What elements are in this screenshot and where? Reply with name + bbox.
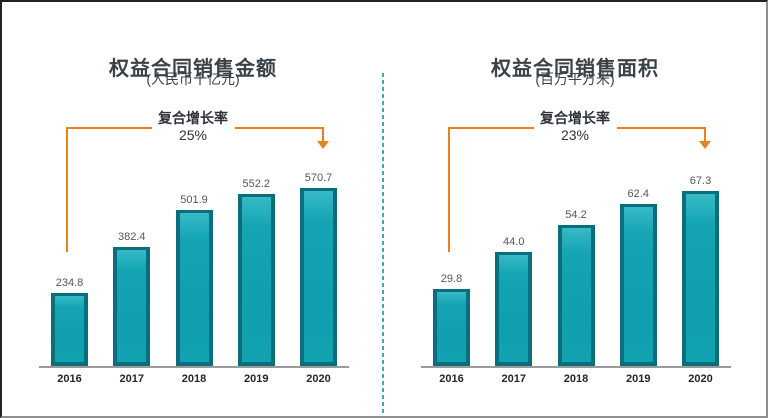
cagr-arrow-left-segment [66, 127, 152, 252]
x-axis-tick-label: 2016 [439, 373, 464, 385]
cagr-label: 复合增长率 [540, 110, 610, 126]
bar-face [241, 197, 271, 362]
bar-2019: 62.4 [619, 188, 657, 366]
cagr-annotation: 复合增长率 25% [2, 110, 384, 144]
bar-face [623, 207, 653, 362]
x-axis-labels: 2016 2017 2018 2019 2020 [39, 373, 349, 385]
cagr-value: 25% [178, 127, 208, 143]
bar-2018: 54.2 [557, 209, 595, 366]
dashed-divider [382, 73, 384, 416]
cagr-arrow-right-segment [617, 127, 706, 143]
arrow-down-icon [699, 141, 711, 149]
chart-subtitle-unit: (人民币十亿元) [146, 71, 240, 87]
bar-value-label: 382.4 [117, 231, 146, 243]
chart-title: 权益合同销售金额 [109, 57, 277, 80]
cagr-annotation: 复合增长率 23% [384, 110, 766, 144]
bar-value-label: 501.9 [180, 194, 208, 206]
x-axis-line [39, 366, 349, 368]
x-axis-tick-label: 2019 [626, 373, 651, 385]
cagr-value: 23% [560, 127, 590, 143]
bar-value-label: 29.8 [440, 273, 463, 285]
x-axis-labels: 2016 2017 2018 2019 2020 [421, 373, 731, 385]
bar-value-label: 234.8 [55, 277, 84, 289]
bar-face [117, 250, 147, 362]
chart-panel-sales-area: 权益合同销售面积 (百万平方米) 复合增长率 23% 29.8 44.0 54.2 6… [384, 2, 766, 416]
x-axis-tick-label: 2016 [57, 373, 82, 385]
x-axis-tick-label: 2017 [119, 373, 144, 385]
bar-2017: 382.4 [113, 231, 151, 366]
bar-2016: 234.8 [51, 277, 88, 366]
x-axis-line [421, 366, 731, 368]
x-axis-tick-label: 2020 [306, 373, 331, 385]
bar-face [499, 255, 529, 362]
bar-2019: 552.2 [237, 178, 275, 366]
bar-value-label: 54.2 [565, 209, 587, 221]
x-axis-tick-label: 2020 [688, 373, 713, 385]
chart-subtitle-unit: (百万平方米) [535, 71, 615, 87]
bar-value-label: 570.7 [304, 172, 333, 184]
bar-face [561, 228, 591, 362]
bar-2020: 67.3 [682, 175, 719, 366]
bar-2018: 501.9 [175, 194, 213, 366]
bar-value-label: 67.3 [689, 175, 712, 187]
bar-face [55, 296, 84, 362]
cagr-arrow-left-segment [448, 127, 534, 252]
x-axis-tick-label: 2018 [563, 373, 589, 385]
cagr-arrow-right-segment [235, 127, 324, 143]
bars-area: 29.8 44.0 54.2 62.4 67.3 [421, 166, 731, 366]
arrow-down-icon [317, 141, 329, 149]
bar-face [686, 194, 715, 362]
bar-value-label: 44.0 [503, 236, 525, 248]
bar-face [437, 292, 466, 362]
bars-area: 234.8 382.4 501.9 552.2 570.7 [39, 166, 349, 366]
bar-face [304, 191, 333, 362]
x-axis-tick-label: 2019 [244, 373, 269, 385]
bar-value-label: 552.2 [242, 178, 271, 190]
bar-value-label: 62.4 [627, 188, 649, 200]
cagr-label: 复合增长率 [158, 110, 228, 126]
chart-panel-sales-amount: 权益合同销售金额 (人民币十亿元) 复合增长率 25% 234.8 382.4 50… [2, 2, 384, 416]
bar-2020: 570.7 [300, 172, 337, 366]
bar-2017: 44.0 [495, 236, 533, 366]
x-axis-tick-label: 2017 [501, 373, 526, 385]
bar-face [179, 213, 209, 362]
chart-title: 权益合同销售面积 [491, 57, 659, 80]
x-axis-tick-label: 2018 [181, 373, 207, 385]
bar-2016: 29.8 [433, 273, 470, 366]
